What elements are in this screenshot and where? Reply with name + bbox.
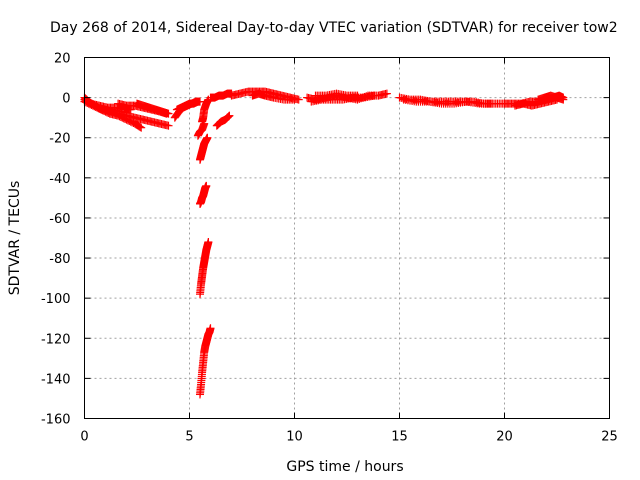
data-point (290, 95, 299, 104)
data-point (370, 91, 379, 100)
data-point (353, 91, 362, 100)
y-tick-label: -120 (41, 332, 71, 347)
data-point (225, 111, 234, 120)
data-points-layer (80, 87, 568, 399)
y-tick-label: -100 (41, 292, 71, 307)
data-point (487, 99, 496, 108)
ticks-layer: 0 5 10 15 20 25 20 0 -20 -40 -60 -80 -100 -120 -140 -16… (41, 52, 618, 445)
y-tick-label: -140 (41, 372, 71, 387)
y-axis-label: SDTVAR / TECUs (7, 181, 23, 296)
data-point (206, 324, 215, 333)
y-tick-label: 0 (62, 92, 70, 107)
data-point (193, 97, 202, 106)
data-point (224, 112, 232, 121)
y-tick-label: -20 (49, 132, 70, 147)
x-tick-label: 15 (391, 430, 408, 445)
data-point (164, 121, 173, 130)
plot-frame (84, 57, 610, 419)
data-point (136, 123, 145, 132)
data-point (203, 133, 212, 142)
data-point (137, 123, 146, 132)
x-tick-label: 5 (185, 430, 193, 445)
x-tick-label: 10 (286, 430, 303, 445)
y-tick-label: -80 (49, 252, 70, 267)
data-point (382, 89, 391, 98)
data-point (559, 95, 568, 104)
x-tick-label: 25 (601, 430, 618, 445)
data-point (164, 109, 173, 118)
y-tick-label: -40 (49, 172, 70, 187)
data-point (202, 181, 211, 190)
data-point (224, 112, 233, 121)
x-tick-label: 0 (80, 430, 88, 445)
data-point (204, 238, 213, 247)
x-axis-label: GPS time / hours (286, 459, 403, 475)
y-tick-label: 20 (54, 52, 71, 67)
grid-layer (84, 57, 610, 419)
chart-title: Day 268 of 2014, Sidereal Day-to-day VTE… (50, 20, 618, 36)
y-tick-label: -160 (41, 413, 71, 428)
x-tick-label: 20 (496, 430, 513, 445)
y-tick-label: -60 (49, 212, 70, 227)
